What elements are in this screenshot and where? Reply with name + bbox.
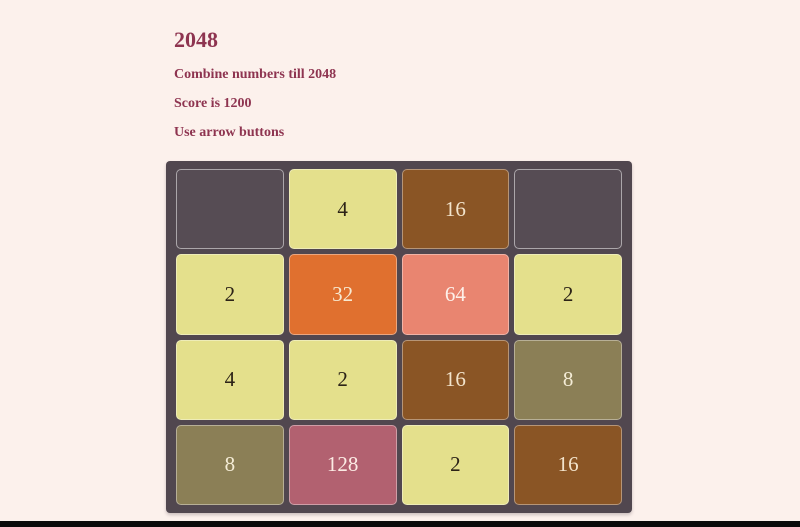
tile-8: 8 (514, 339, 622, 420)
controls-hint-text: Use arrow buttons (174, 125, 285, 140)
instructions-text: Combine numbers till 2048 (174, 67, 337, 82)
tile-8: 8 (176, 424, 284, 505)
score-text: Score is 1200 (174, 96, 252, 111)
tile-16: 16 (514, 424, 622, 505)
tile-4: 4 (176, 339, 284, 420)
tile-2: 2 (401, 424, 510, 505)
tile-32: 32 (288, 254, 397, 335)
tile-2: 2 (288, 339, 397, 420)
tile-64: 64 (401, 254, 510, 335)
tile-128: 128 (288, 424, 397, 505)
game-board: 4 16 2 32 64 2 4 2 16 8 8 128 2 16 (166, 161, 632, 513)
tile-16: 16 (401, 339, 510, 420)
tile-2: 2 (176, 254, 284, 335)
empty-cell (514, 169, 622, 250)
empty-cell (176, 169, 284, 250)
page-title: 2048 (174, 27, 218, 52)
tile-16: 16 (401, 169, 510, 250)
bottom-edge-bar (0, 521, 800, 527)
tile-2: 2 (514, 254, 622, 335)
tile-4: 4 (288, 169, 397, 250)
